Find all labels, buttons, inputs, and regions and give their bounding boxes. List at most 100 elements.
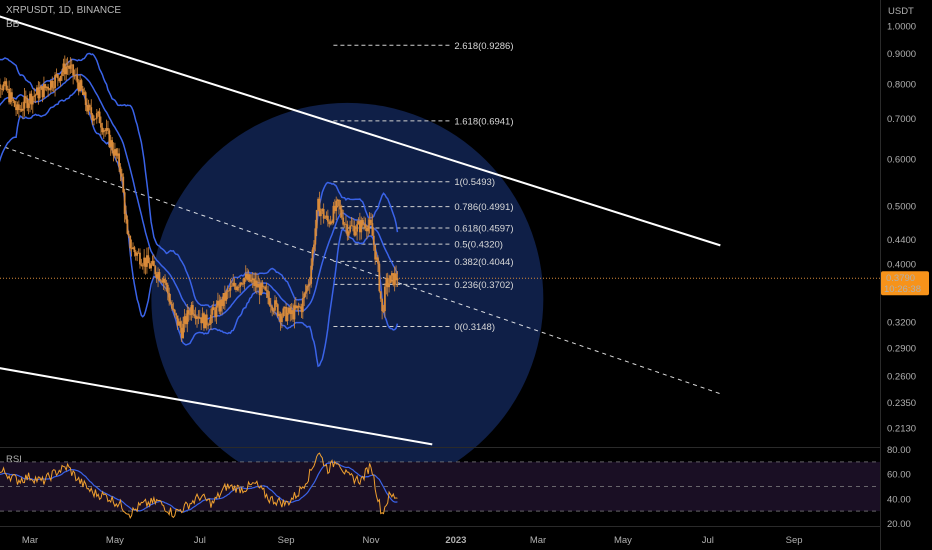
candle-body [357,221,360,225]
rsi-tick-label: 20.00 [887,519,911,530]
candle-body [294,305,297,309]
price-tick-label: 0.3200 [887,318,916,329]
candle-body [52,87,55,89]
candle-body [26,98,29,108]
candle-body [210,314,212,324]
candle-body [162,278,165,283]
candle-body [332,205,335,223]
candle-body [43,84,45,98]
candle-body [258,284,261,296]
candle-body [212,307,215,311]
candle-body [221,299,223,307]
candle-body [33,95,36,97]
candle-body [0,88,2,90]
candle-body [140,264,143,266]
candle-body [87,105,90,112]
candle-body [68,65,70,69]
candle-body [371,223,374,236]
candle-body [289,307,292,315]
time-tick-label: Mar [22,535,38,546]
candle-body [37,87,40,99]
candle-body [144,257,147,267]
candle-body [166,284,169,294]
candle-body [122,176,125,193]
candle-body [265,289,268,291]
candle-body [233,282,236,287]
fib-level-label: 1.618(0.6941) [454,116,513,127]
candle-body [225,291,228,301]
candle-body [62,63,65,73]
candle-body [205,314,208,325]
candle-body [329,221,332,225]
candle-body [165,283,168,285]
price-tick-label: 0.7000 [887,114,916,125]
candle-body [24,96,27,99]
channel-upper-line[interactable] [0,13,721,247]
candle-body [264,286,267,290]
candle-body [88,105,91,108]
candle-body [48,89,51,91]
candle-body [40,86,43,90]
candle-body [81,88,84,95]
candle-body [310,265,313,284]
candle-body [301,298,304,313]
candle-body [395,273,397,281]
candle-body [107,128,109,131]
candle-body [200,317,203,324]
candle-body [240,282,243,284]
candle-body [324,217,326,219]
candle-body [253,278,255,286]
candle-body [271,306,274,311]
candle-body [290,310,293,315]
candle-body [281,316,283,323]
candle-body [317,198,320,211]
candle-body [93,118,95,121]
candle-body [168,293,171,302]
candle-body [105,128,108,132]
candle-body [176,315,179,326]
fib-level-label: 0.382(0.4044) [454,257,513,268]
candle-body [374,244,377,260]
candle-body [326,215,329,222]
price-tick-label: 0.2350 [887,398,916,409]
candle-body [336,199,339,201]
candle-body [272,310,275,312]
candle-body [12,99,15,102]
candle-body [90,107,93,115]
candle-body [116,153,119,156]
candle-body [16,104,19,111]
channel-mid-line[interactable] [0,142,721,395]
channel-lower-line[interactable] [0,366,433,446]
candle-body [251,278,254,280]
candle-body [331,221,333,223]
candle-body [183,316,186,324]
candle-body [100,123,102,128]
candle-body [333,205,336,212]
candle-body [161,280,164,283]
candle-body [340,209,343,218]
rsi-tick-label: 80.00 [887,445,911,456]
candle-body [79,80,82,92]
price-tick-label: 0.8000 [887,80,916,91]
time-tick-label: May [614,535,632,546]
last-price-value: 0.3790 [886,273,915,284]
candle-body [102,130,105,133]
candle-body [228,290,230,292]
candle-body [63,63,66,75]
candle-body [282,308,285,317]
bar-countdown: 10:26:38 [884,284,921,295]
fib-level-label: 2.618(0.9286) [454,41,513,52]
candle-body [31,96,34,105]
candle-body [180,327,183,339]
candle-body [314,228,317,245]
candle-body [306,285,308,292]
fib-level-label: 0.236(0.3702) [454,280,513,291]
candle-body [51,80,54,88]
candle-body [268,297,271,306]
candle-body [349,225,352,232]
time-tick-label: Sep [278,535,295,546]
price-tick-label: 1.0000 [887,22,916,33]
candle-body [246,273,249,280]
candle-body [322,208,325,219]
candle-body [236,287,239,290]
